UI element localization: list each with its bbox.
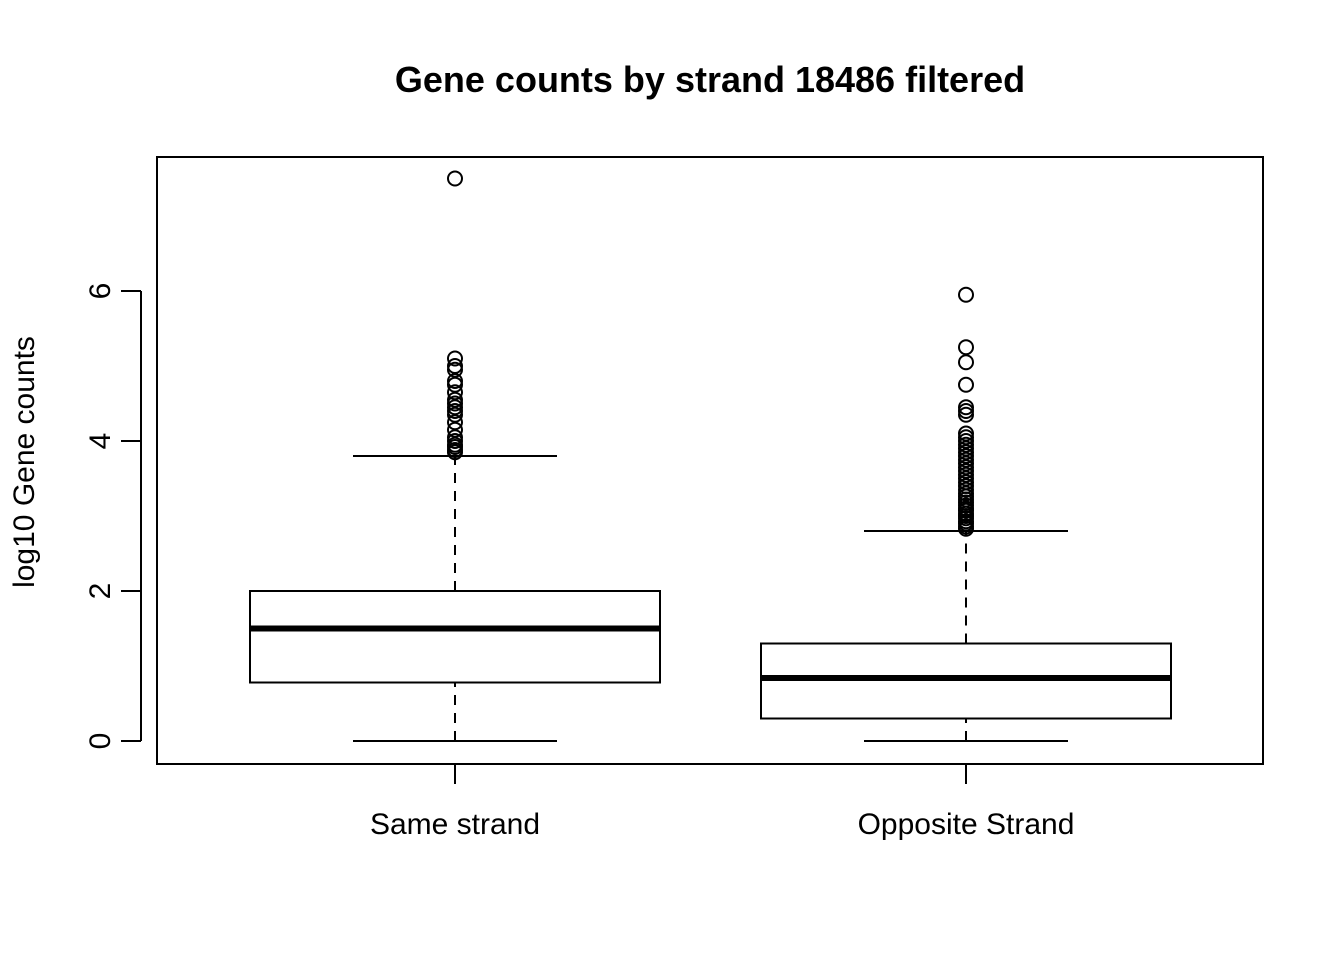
- box-opposite-strand: [760, 286, 1172, 742]
- y-axis: 0 2 4 6: [84, 283, 142, 750]
- y-tick-label: 2: [84, 583, 117, 600]
- outlier-point: [958, 376, 974, 393]
- outlier-point: [958, 354, 974, 371]
- y-tick-label: 6: [84, 283, 117, 300]
- x-axis: Same strand Opposite Strand: [370, 764, 1074, 841]
- y-tick-label: 0: [84, 733, 117, 750]
- y-axis-label: log10 Gene counts: [8, 336, 41, 588]
- y-tick-label: 4: [84, 433, 117, 450]
- outlier-point: [958, 339, 974, 356]
- chart-title: Gene counts by strand 18486 filtered: [395, 59, 1025, 100]
- boxes: [249, 170, 1172, 742]
- x-tick-label: Same strand: [370, 808, 540, 841]
- box-same-strand: [249, 170, 661, 742]
- outlier-point: [447, 358, 463, 374]
- outlier-point: [447, 170, 463, 187]
- outlier-point: [447, 384, 463, 401]
- outlier-point: [958, 286, 974, 303]
- outlier-point: [958, 399, 974, 416]
- iqr-box: [249, 590, 661, 684]
- x-tick-label: Opposite Strand: [858, 808, 1075, 841]
- plot-frame: [156, 156, 1264, 765]
- outlier-point: [958, 425, 974, 442]
- outlier-point: [447, 350, 463, 367]
